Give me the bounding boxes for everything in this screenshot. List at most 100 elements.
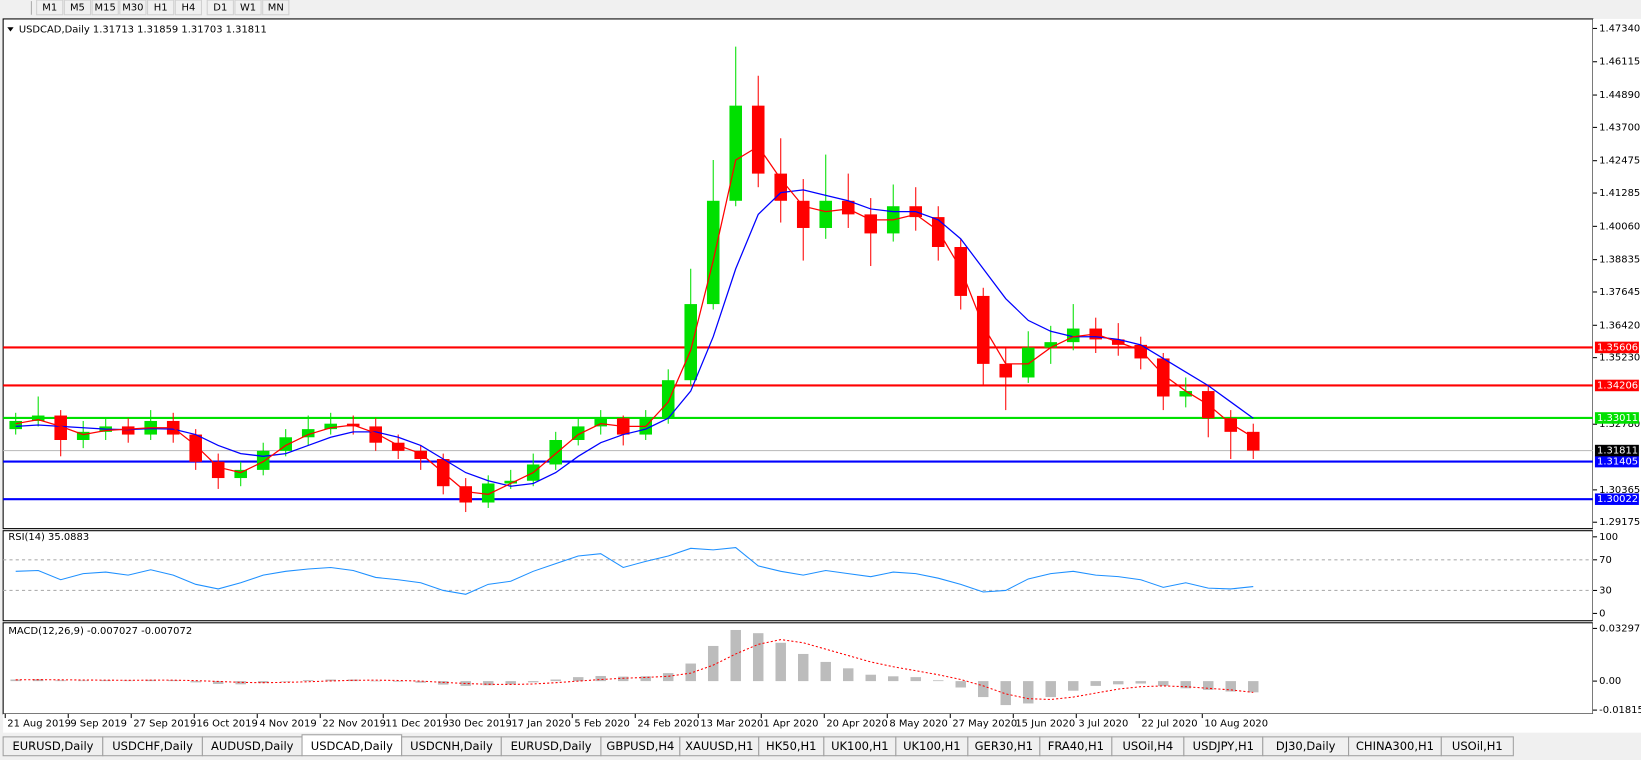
price-tick-label: 1.30365	[1599, 485, 1640, 496]
level-label-box	[1594, 379, 1639, 392]
level-label: 1.35606	[1597, 342, 1638, 353]
candle-body	[189, 434, 202, 462]
tab-label[interactable]: USOil,H1	[1452, 739, 1503, 753]
time-tick-label: 1 Apr 2020	[763, 718, 818, 729]
macd-histogram-bar	[888, 676, 899, 682]
tab-label[interactable]: USOil,H4	[1122, 739, 1173, 753]
candle-body	[729, 105, 743, 201]
macd-histogram-bar	[707, 645, 719, 682]
tab-label[interactable]: USDCAD,Daily	[311, 739, 393, 753]
macd-histogram-bar	[482, 681, 494, 686]
macd-histogram-bar	[1068, 681, 1079, 691]
timeframe-button[interactable]	[36, 0, 64, 16]
macd-histogram-bar	[415, 681, 426, 683]
timeframe-label[interactable]: MN	[268, 2, 284, 13]
chart-header: USDCAD,Daily 1.31713 1.31859 1.31703 1.3…	[19, 24, 267, 35]
candle-body	[324, 423, 337, 430]
candle-body	[1134, 344, 1148, 359]
time-tick-label: 4 Nov 2019	[259, 718, 316, 729]
tab-label[interactable]: FRA40,H1	[1048, 739, 1104, 753]
tab-label[interactable]: DJ30,Daily	[1276, 739, 1336, 753]
tab-label[interactable]: CHINA300,H1	[1356, 739, 1434, 753]
timeframe-label[interactable]: M5	[70, 2, 85, 13]
time-tick-label: 3 Jul 2020	[1078, 718, 1128, 729]
timeframe-label[interactable]: H4	[181, 2, 195, 13]
macd-histogram-bar	[392, 681, 404, 682]
macd-histogram-bar	[910, 677, 921, 682]
macd-histogram-bar	[1000, 681, 1011, 706]
timeframe-button[interactable]	[262, 0, 290, 16]
macd-histogram-bar	[1023, 681, 1034, 704]
macd-histogram-bar	[662, 673, 674, 682]
timeframe-button[interactable]	[91, 0, 119, 16]
price-tick-label: 1.41285	[1599, 188, 1640, 199]
timeframe-label[interactable]: M30	[122, 2, 143, 13]
tab-label[interactable]: AUDUSD,Daily	[211, 739, 294, 753]
candle-body	[54, 415, 67, 440]
rsi-panel	[2, 530, 1594, 622]
tab-label[interactable]: UK100,H1	[831, 739, 889, 753]
macd-histogram-bar	[1225, 681, 1236, 692]
level-label-box	[1594, 341, 1639, 354]
candle-body	[1246, 431, 1260, 451]
tab-label[interactable]: XAUUSD,H1	[685, 739, 753, 753]
macd-histogram-bar	[843, 668, 854, 682]
macd-header: MACD(12,26,9) -0.007027 -0.007072	[8, 626, 192, 637]
tab-label[interactable]: HK50,H1	[766, 739, 816, 753]
level-label: 1.31405	[1597, 457, 1638, 468]
price-tick-label: 1.38835	[1599, 255, 1640, 266]
timeframe-label[interactable]: M1	[42, 2, 57, 13]
tab-label[interactable]: USDJPY,H1	[1193, 739, 1254, 753]
price-tick-label: 1.32780	[1599, 419, 1640, 430]
current-price-label: 1.31811	[1597, 446, 1638, 457]
tab-label[interactable]: EURUSD,Daily	[12, 739, 93, 753]
macd-histogram-bar	[550, 679, 561, 682]
tab[interactable]	[1440, 736, 1514, 757]
tab-label[interactable]: UK100,H1	[903, 739, 961, 753]
macd-histogram-bar	[978, 681, 989, 698]
timeframe-button[interactable]	[234, 0, 262, 16]
time-tick-label: 22 Nov 2019	[322, 718, 386, 729]
candle-body	[31, 415, 45, 421]
candle-body	[234, 469, 247, 479]
time-tick-label: 22 Jul 2020	[1141, 718, 1197, 729]
macd-histogram-bar	[10, 679, 21, 682]
macd-histogram-bar	[1135, 681, 1146, 684]
macd-histogram-bar	[797, 653, 809, 682]
price-tick-label: 1.40060	[1599, 221, 1640, 232]
macd-histogram-bar	[325, 679, 336, 682]
candle-body	[369, 426, 382, 443]
time-tick-label: 27 Sep 2019	[133, 718, 196, 729]
rsi-tick-label: 0	[1599, 608, 1605, 619]
timeframe-label[interactable]: W1	[240, 2, 256, 13]
timeframe-label[interactable]: M15	[95, 2, 116, 13]
macd-histogram-bar	[167, 680, 179, 682]
rsi-line	[15, 547, 1254, 595]
timeframe-button[interactable]	[63, 0, 92, 16]
macd-histogram-bar	[752, 633, 764, 682]
timeframe-button[interactable]	[206, 0, 234, 16]
macd-histogram-bar	[1180, 681, 1191, 689]
candle-body	[121, 426, 135, 435]
tab-label[interactable]: EURUSD,Daily	[511, 739, 592, 753]
rsi-tick-label: 100	[1599, 532, 1618, 543]
candle-body	[594, 418, 608, 427]
price-tick-label: 1.46115	[1599, 57, 1640, 68]
timeframe-button[interactable]	[174, 0, 202, 16]
tab-label[interactable]: USDCHF,Daily	[112, 739, 193, 753]
candle-body	[9, 420, 22, 430]
timeframe-button[interactable]	[147, 0, 175, 16]
toolbar	[0, 0, 1641, 17]
candle-body	[864, 214, 878, 234]
timeframe-label[interactable]: D1	[213, 2, 227, 13]
candle-body	[391, 442, 405, 451]
macd-histogram-bar	[865, 674, 876, 682]
time-tick-label: 13 Mar 2020	[700, 718, 763, 729]
candle-body	[211, 461, 225, 479]
candle-body	[751, 105, 765, 174]
timeframe-label[interactable]: H1	[154, 2, 168, 13]
tab-label[interactable]: GER30,H1	[975, 739, 1033, 753]
tab-label[interactable]: USDCNH,Daily	[410, 739, 493, 753]
timeframe-button[interactable]	[119, 0, 147, 16]
tab-label[interactable]: GBPUSD,H4	[606, 739, 674, 753]
